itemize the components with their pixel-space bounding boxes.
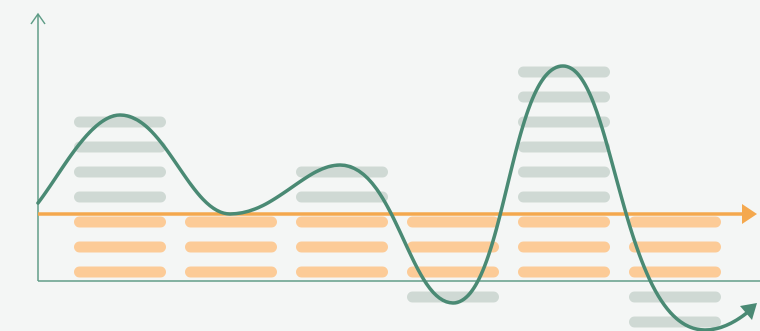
grey-dash-above <box>74 141 166 153</box>
orange-dash <box>407 216 499 228</box>
grey-dash-above <box>74 116 166 128</box>
orange-dash <box>74 216 166 228</box>
orange-dash <box>629 241 721 253</box>
orange-dash <box>629 266 721 278</box>
grey-dash-above <box>74 166 166 178</box>
bars-layer <box>74 66 721 328</box>
orange-dash <box>296 266 388 278</box>
grey-dash-above <box>518 191 610 203</box>
wave-arrow-icon <box>740 303 757 320</box>
y-axis-arrow-icon <box>30 12 46 25</box>
grey-dash-below <box>629 291 721 303</box>
orange-dash <box>407 241 499 253</box>
orange-dash <box>518 241 610 253</box>
orange-dash <box>185 216 277 228</box>
grey-dash-above <box>296 191 388 203</box>
orange-dash <box>296 241 388 253</box>
orange-dash <box>74 266 166 278</box>
grey-dash-above <box>518 116 610 128</box>
orange-dash <box>185 266 277 278</box>
grey-dash-above <box>518 166 610 178</box>
orange-dash <box>296 216 388 228</box>
grey-dash-below <box>629 316 721 328</box>
baseline-arrow-icon <box>742 204 757 224</box>
orange-dash <box>518 216 610 228</box>
orange-dash <box>518 266 610 278</box>
orange-dash <box>74 241 166 253</box>
orange-dash <box>185 241 277 253</box>
wave-curve <box>36 64 750 331</box>
grey-dash-above <box>74 191 166 203</box>
orange-dash <box>629 216 721 228</box>
grey-dash-above <box>518 66 610 78</box>
grey-dash-above <box>518 141 610 153</box>
grey-dash-above <box>518 91 610 103</box>
orange-dash <box>407 266 499 278</box>
grey-dash-below <box>407 291 499 303</box>
